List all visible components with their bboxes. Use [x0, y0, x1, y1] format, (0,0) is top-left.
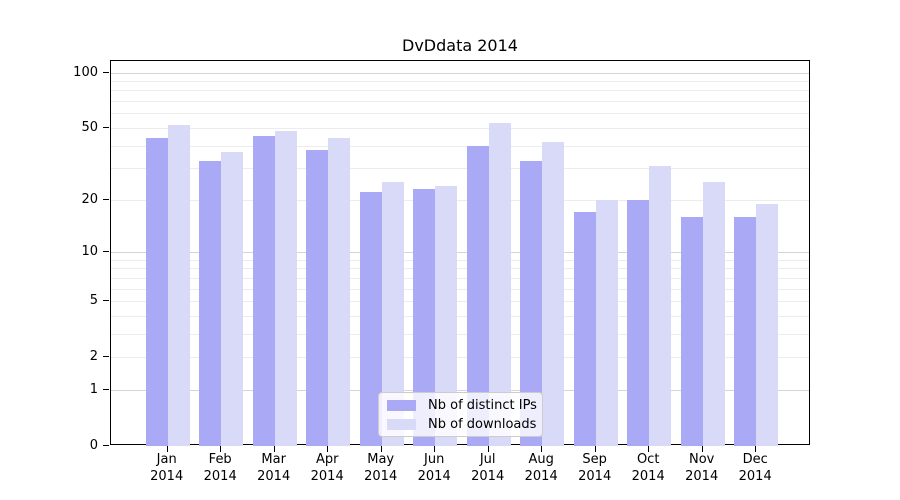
bar-distinct-ips-dec — [734, 216, 757, 446]
y-gridline-minor-80 — [111, 90, 809, 92]
x-tick-mark-jan — [166, 446, 168, 452]
bar-distinct-ips-oct — [627, 199, 650, 446]
bar-downloads-dec — [756, 203, 779, 446]
y-tick-label-0: 0 — [89, 438, 98, 453]
x-tick-mark-jul — [487, 446, 489, 452]
legend-swatch-downloads — [387, 418, 416, 430]
x-tick-mark-aug — [541, 446, 543, 452]
x-tick-mark-jun — [434, 446, 436, 452]
x-tick-label-dec: Dec 2014 — [738, 452, 772, 484]
y-tick-mark-1 — [103, 388, 109, 390]
x-tick-mark-apr — [327, 446, 329, 452]
y-gridline-minor-60 — [111, 113, 809, 115]
bar-distinct-ips-sep — [573, 212, 596, 446]
x-tick-mark-feb — [220, 446, 222, 452]
y-tick-mark-10 — [103, 250, 109, 252]
bar-distinct-ips-feb — [199, 160, 222, 446]
legend-label-downloads: Nb of downloads — [428, 416, 537, 432]
y-gridline-minor-90 — [111, 81, 809, 83]
y-gridline-major-100 — [111, 72, 809, 74]
bar-downloads-apr — [328, 138, 351, 446]
x-tick-mark-oct — [648, 446, 650, 452]
x-tick-mark-nov — [701, 446, 703, 452]
bar-downloads-oct — [649, 165, 672, 446]
x-tick-mark-mar — [273, 446, 275, 452]
y-tick-mark-100 — [103, 71, 109, 73]
bar-downloads-sep — [595, 199, 618, 446]
bar-distinct-ips-mar — [252, 136, 275, 446]
bar-downloads-jan — [167, 124, 190, 446]
y-gridline-minor-4 — [111, 315, 809, 317]
x-tick-label-mar: Mar 2014 — [257, 452, 291, 484]
y-tick-label-1: 1 — [89, 381, 98, 397]
legend-row-distinct-ips: Nb of distinct IPs — [387, 397, 537, 413]
y-tick-label-2: 2 — [89, 349, 98, 365]
bar-downloads-may — [381, 182, 404, 446]
y-gridline-minor-40 — [111, 145, 809, 147]
y-gridline-minor-8 — [111, 268, 809, 270]
x-tick-label-may: May 2014 — [364, 452, 398, 484]
legend-label-distinct-ips: Nb of distinct IPs — [428, 397, 537, 413]
chart-title: DvDdata 2014 — [402, 36, 518, 55]
y-tick-label-10: 10 — [81, 243, 98, 259]
x-tick-label-oct: Oct 2014 — [631, 452, 665, 484]
legend-row-downloads: Nb of downloads — [387, 416, 537, 432]
y-tick-mark-50 — [103, 126, 109, 128]
y-tick-label-5: 5 — [89, 293, 98, 309]
x-tick-label-jun: Jun 2014 — [417, 452, 451, 484]
y-gridline-minor-7 — [111, 277, 809, 279]
y-tick-mark-5 — [103, 300, 109, 302]
x-tick-label-jan: Jan 2014 — [150, 452, 184, 484]
bar-distinct-ips-apr — [306, 149, 329, 446]
plot-area — [110, 60, 810, 446]
y-tick-label-20: 20 — [81, 191, 98, 207]
bar-distinct-ips-may — [359, 192, 382, 446]
y-gridline-major-1 — [111, 389, 809, 391]
x-tick-label-aug: Aug 2014 — [524, 452, 558, 484]
y-tick-mark-2 — [103, 356, 109, 358]
y-gridline-minor-2 — [111, 357, 809, 359]
bar-distinct-ips-jun — [413, 188, 436, 446]
x-tick-mark-sep — [594, 446, 596, 452]
legend-swatch-distinct-ips — [387, 399, 416, 411]
y-tick-label-100: 100 — [73, 64, 98, 80]
y-gridline-major-10 — [111, 251, 809, 253]
y-gridline-minor-6 — [111, 288, 809, 290]
y-gridline-minor-50 — [111, 127, 809, 129]
bar-downloads-jun — [435, 185, 458, 446]
y-gridline-minor-30 — [111, 168, 809, 170]
bar-distinct-ips-nov — [680, 216, 703, 446]
x-tick-label-jul: Jul 2014 — [471, 452, 505, 484]
bar-downloads-jul — [488, 123, 511, 446]
y-gridline-minor-9 — [111, 259, 809, 261]
x-tick-label-apr: Apr 2014 — [310, 452, 344, 484]
bar-downloads-aug — [542, 141, 565, 446]
y-gridline-minor-3 — [111, 333, 809, 335]
y-tick-label-50: 50 — [81, 119, 98, 135]
y-gridline-minor-20 — [111, 199, 809, 201]
bar-downloads-mar — [274, 131, 297, 446]
bar-downloads-nov — [702, 182, 725, 446]
x-tick-label-sep: Sep 2014 — [578, 452, 612, 484]
bar-distinct-ips-jan — [145, 138, 168, 446]
x-tick-label-nov: Nov 2014 — [685, 452, 719, 484]
y-gridline-minor-70 — [111, 101, 809, 103]
bar-distinct-ips-jul — [466, 145, 489, 446]
y-tick-mark-20 — [103, 198, 109, 200]
legend: Nb of distinct IPs Nb of downloads — [378, 392, 543, 437]
y-tick-mark-0 — [103, 445, 109, 446]
x-tick-label-feb: Feb 2014 — [203, 452, 237, 484]
bar-downloads-feb — [221, 151, 244, 446]
x-tick-mark-may — [380, 446, 382, 452]
y-gridline-minor-5 — [111, 301, 809, 303]
x-tick-mark-dec — [755, 446, 757, 452]
bar-distinct-ips-aug — [520, 160, 543, 446]
